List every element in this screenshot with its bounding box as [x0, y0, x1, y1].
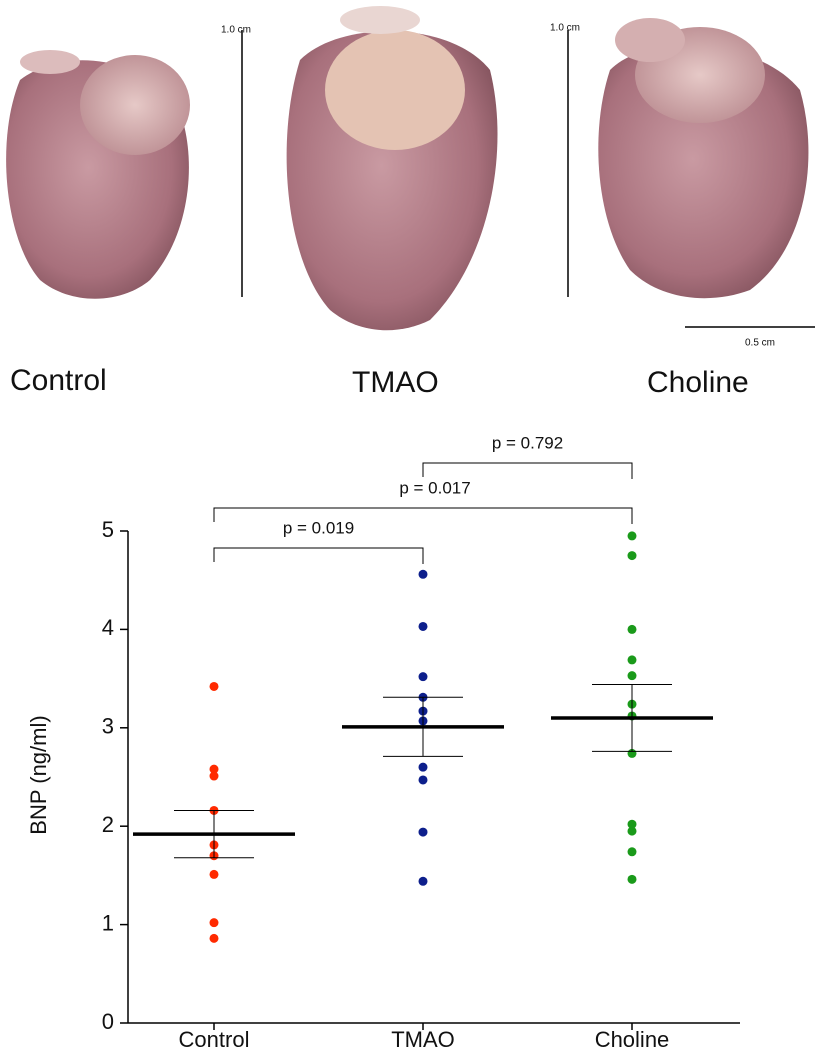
dot: [627, 826, 637, 836]
dot: [418, 569, 428, 579]
panel-label: TMAO: [352, 366, 439, 399]
dot: [627, 624, 637, 634]
y-tick-label: 3: [102, 714, 114, 739]
dot: [418, 775, 428, 785]
p-value: p = 0.792: [492, 433, 563, 452]
heart-tmao: [286, 6, 498, 331]
panel-label: Control: [10, 364, 107, 397]
heart-choline: [598, 18, 809, 299]
dot: [418, 621, 428, 631]
dot: [627, 531, 637, 541]
dot: [418, 672, 428, 682]
significance-bracket: [213, 507, 633, 524]
dot: [627, 551, 637, 561]
scale-label: 0.5 cm: [745, 338, 775, 349]
significance-bracket: [422, 462, 633, 479]
dot: [209, 933, 219, 943]
heart-control: [6, 50, 190, 299]
p-value: p = 0.019: [283, 518, 354, 537]
panel-label: Choline: [647, 366, 749, 399]
dot: [627, 671, 637, 681]
dot: [418, 762, 428, 772]
dot: [627, 655, 637, 665]
scale-label: 1.0 cm: [550, 23, 580, 34]
dot: [627, 819, 637, 829]
dot: [418, 876, 428, 886]
y-tick-label: 2: [102, 812, 114, 837]
dot: [209, 918, 219, 928]
x-tick-label: TMAO: [391, 1027, 455, 1050]
y-tick-label: 0: [102, 1009, 114, 1034]
dot: [209, 869, 219, 879]
x-tick-label: Control: [179, 1027, 250, 1050]
dot: [209, 764, 219, 774]
p-value: p = 0.017: [399, 478, 470, 497]
y-tick-label: 4: [102, 615, 114, 640]
significance-bracket: [213, 547, 424, 564]
dot: [418, 827, 428, 837]
y-tick-label: 5: [102, 517, 114, 542]
x-tick-label: Choline: [595, 1027, 670, 1050]
dot: [627, 874, 637, 884]
dot: [209, 681, 219, 691]
scale-label: 1.0 cm: [221, 25, 251, 36]
dot: [209, 771, 219, 781]
dot: [627, 847, 637, 857]
y-axis-label: BNP (ng/ml): [26, 715, 51, 834]
y-tick-label: 1: [102, 910, 114, 935]
